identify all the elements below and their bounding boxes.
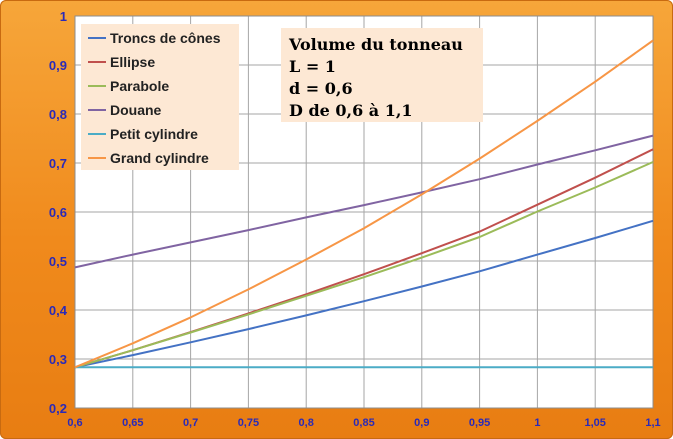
x-tick-label: 0,6 [67, 417, 82, 429]
x-tick-label: 0,9 [414, 417, 429, 429]
x-tick-label: 1,1 [645, 417, 660, 429]
annotation-line-large-diameter: D de 0,6 à 1,1 [289, 101, 413, 120]
plot-border [74, 15, 654, 409]
x-tick-label: 0,8 [299, 417, 314, 429]
legend: Troncs de cônes Ellipse Parabole Douane Peti… [81, 24, 239, 170]
y-tick-label: 0,2 [49, 401, 67, 416]
annotation-background [281, 28, 483, 122]
series-line-3 [74, 134, 654, 269]
x-tick-label: 0,95 [469, 417, 490, 429]
legend-label: Troncs de cônes [110, 30, 221, 46]
x-tick-label: 0,7 [183, 417, 198, 429]
annotation-line-title: Volume du tonneau [288, 35, 463, 54]
legend-label: Petit cylindre [110, 126, 198, 142]
y-tick-label: 0,7 [49, 156, 67, 171]
legend-label: Parabole [110, 78, 169, 94]
series-layer [74, 39, 654, 369]
annotation-line-length: L = 1 [289, 57, 336, 76]
series-line-0 [74, 219, 654, 369]
x-tick-label: 1 [534, 417, 540, 429]
y-tick-label: 0,5 [49, 254, 67, 269]
x-tick-label: 1,05 [584, 417, 605, 429]
y-tick-label: 1 [60, 9, 67, 24]
series-line-2 [74, 161, 654, 369]
legend-box [81, 24, 239, 170]
annotation-line-small-diameter: d = 0,6 [289, 79, 353, 98]
x-tick-label: 0,75 [238, 417, 259, 429]
x-tick-label: 0,85 [353, 417, 374, 429]
x-axis-ticks: 0,6 0,65 0,7 0,75 0,8 0,85 0,9 0,95 1 1,05 1,1 [67, 417, 660, 429]
y-tick-label: 0,6 [49, 205, 67, 220]
y-tick-label: 0,4 [49, 303, 68, 318]
y-tick-label: 0,3 [49, 352, 67, 367]
annotation-box: Volume du tonneau L = 1 d = 0,6 D de 0,6… [281, 28, 483, 122]
legend-label: Ellipse [110, 54, 155, 70]
series-line-5 [74, 39, 654, 369]
y-tick-label: 0,8 [49, 107, 67, 122]
legend-label: Douane [110, 102, 162, 118]
y-tick-label: 0,9 [49, 58, 67, 73]
x-tick-label: 0,65 [122, 417, 143, 429]
legend-label: Grand cylindre [110, 150, 209, 166]
y-axis-ticks: 0,2 0,3 0,4 0,5 0,6 0,7 0,8 0,9 1 [49, 9, 68, 416]
